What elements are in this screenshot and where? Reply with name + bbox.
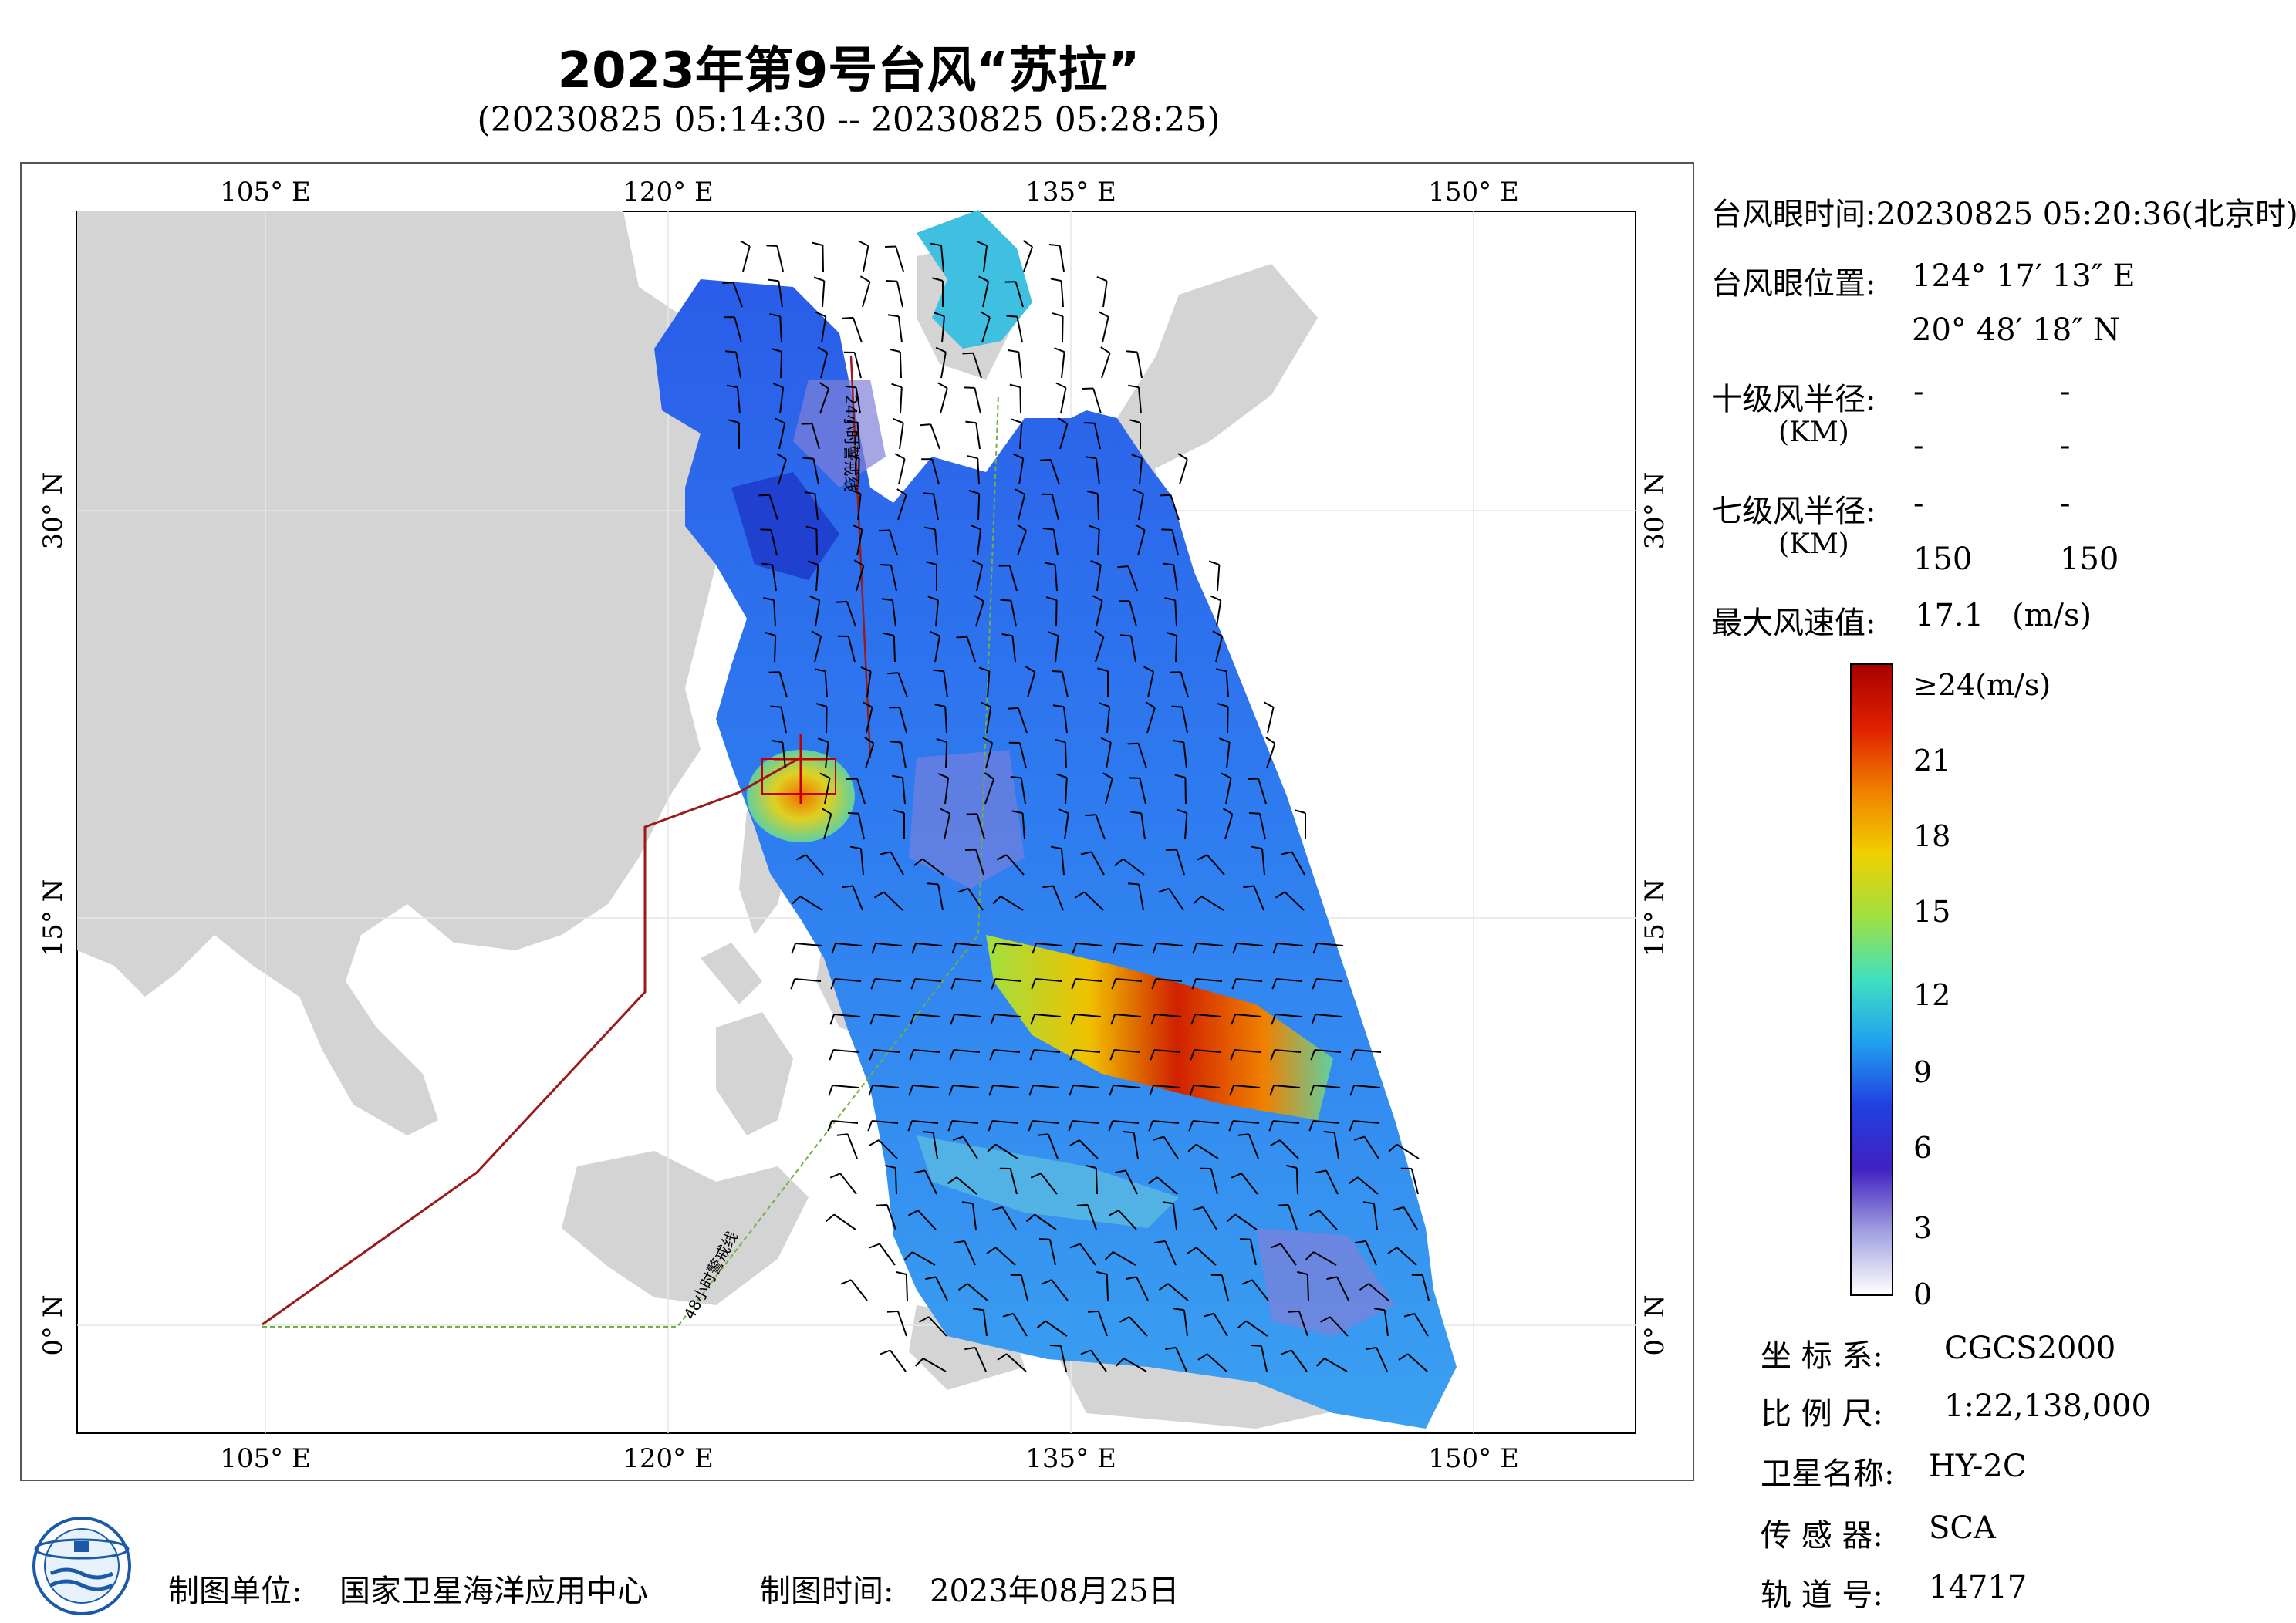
orbit-label: 轨 道 号: (1761, 1577, 1883, 1613)
r10-unit: (KM) (1778, 417, 1849, 448)
sensor-label: 传 感 器: (1761, 1518, 1883, 1554)
colorbar-label-18: 18 (1913, 819, 1951, 853)
lon-label-bottom-4: 150° E (1428, 1443, 1519, 1474)
wind-barbs (722, 240, 1430, 1372)
r7-label: 七级风半径: (1711, 494, 1876, 529)
colorbar (1850, 663, 1893, 1296)
org-label: 制图单位: (168, 1574, 302, 1609)
r7-unit: (KM) (1778, 528, 1849, 560)
lat-label-right-2: 15° N (1639, 879, 1670, 957)
scale-label: 比 例 尺: (1761, 1396, 1883, 1432)
r10-value-4: - (2060, 428, 2071, 464)
colorbar-label-15: 15 (1913, 895, 1951, 929)
wind-map: 48小时警戒线 24小时警戒线 105° E 120° E 135° E 150… (38, 177, 1670, 1474)
r7-value-4: 150 (2060, 542, 2119, 577)
wind-swath (654, 210, 1457, 1429)
map-frame: 48小时警戒线 24小时警戒线 105° E 120° E 135° E 150… (20, 162, 1694, 1481)
warning-line-24h (262, 756, 802, 1326)
coord-system-label: 坐 标 系: (1761, 1338, 1883, 1374)
lat-label-right-1: 30° N (1639, 472, 1670, 550)
eye-time: 台风眼时间:20230825 05:20:36(北京时) (1711, 197, 2296, 232)
lat-label-left-2: 15° N (38, 879, 69, 957)
colorbar-label-24: ≥24(m/s) (1913, 668, 2051, 702)
typhoon-eye-marker (761, 734, 836, 804)
date-value: 2023年08月25日 (930, 1574, 1180, 1609)
r7-value-2: - (2060, 486, 2071, 521)
warning-line-24h-north (849, 356, 872, 758)
lon-label-bottom-2: 120° E (623, 1443, 714, 1474)
map-subtitle: (20230825 05:14:30 -- 20230825 05:28:25) (477, 100, 1221, 140)
r7-value-1: - (1913, 486, 1924, 521)
colorbar-label-21: 21 (1913, 744, 1951, 778)
lon-label-top-2: 120° E (623, 177, 714, 208)
r7-value-3: 150 (1913, 542, 1973, 577)
lat-label-left-3: 0° N (38, 1294, 69, 1355)
nsoas-logo-icon (32, 1517, 131, 1615)
lat-label-left-1: 30° N (38, 472, 69, 550)
r10-label: 十级风半径: (1711, 382, 1876, 417)
r10-value-2: - (2060, 374, 2071, 410)
max-wind-unit: (m/s) (2012, 598, 2092, 633)
lon-label-bottom-3: 135° E (1025, 1443, 1116, 1474)
satellite-label: 卫星名称: (1761, 1456, 1895, 1492)
map-title: 2023年第9号台风“苏拉” (557, 42, 1140, 100)
label-24h-line: 24小时警戒线 (842, 395, 860, 491)
lat-label-right-3: 0° N (1639, 1294, 1670, 1355)
r10-value-1: - (1913, 374, 1924, 410)
scale-value: 1:22,138,000 (1944, 1388, 2151, 1424)
lon-label-bottom-1: 105° E (220, 1443, 311, 1474)
satellite-value: HY-2C (1929, 1449, 2027, 1484)
lon-label-top-4: 150° E (1428, 177, 1519, 208)
max-wind-label: 最大风速值: (1711, 606, 1876, 641)
coord-system-value: CGCS2000 (1944, 1331, 2116, 1366)
eye-latitude: 20° 48′ 18″ N (1912, 312, 2120, 348)
sensor-value: SCA (1929, 1510, 1996, 1546)
org-value: 国家卫星海洋应用中心 (339, 1574, 648, 1609)
eye-longitude: 124° 17′ 13″ E (1912, 258, 2136, 294)
orbit-value: 14717 (1929, 1570, 2028, 1605)
lon-label-top-3: 135° E (1025, 177, 1116, 208)
colorbar-label-3: 3 (1913, 1211, 1933, 1245)
colorbar-label-12: 12 (1913, 978, 1951, 1012)
colorbar-label-6: 6 (1913, 1131, 1933, 1165)
lon-label-top-1: 105° E (220, 177, 311, 208)
colorbar-label-9: 9 (1913, 1055, 1933, 1089)
r10-value-3: - (1913, 428, 1924, 464)
eye-position-label: 台风眼位置: (1711, 266, 1876, 302)
date-label: 制图时间: (760, 1574, 894, 1609)
max-wind-value: 17.1 (1915, 598, 1984, 633)
colorbar-label-0: 0 (1913, 1277, 1933, 1311)
